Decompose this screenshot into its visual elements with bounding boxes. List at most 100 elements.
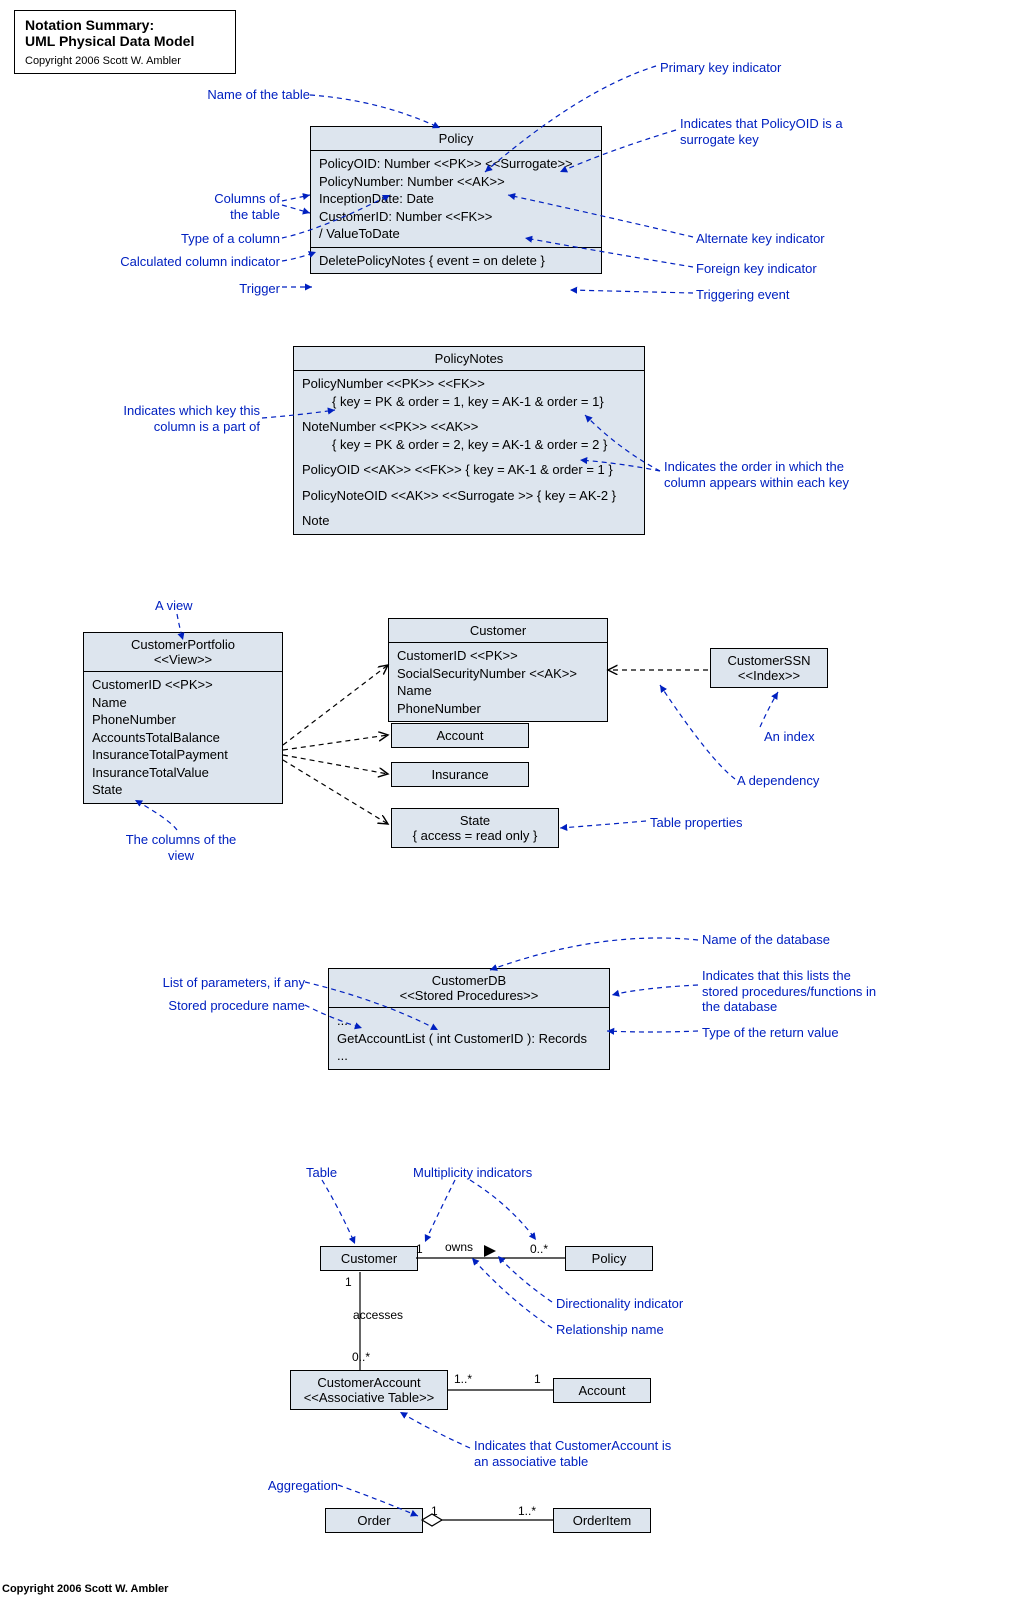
- annot-a-dependency: A dependency: [737, 773, 819, 789]
- customer-col: SocialSecurityNumber <<AK>>: [397, 665, 599, 683]
- mult-1-b: 1: [345, 1275, 352, 1289]
- annot-table-props: Table properties: [650, 815, 743, 831]
- annot-which-key: Indicates which key this column is a par…: [60, 403, 260, 434]
- annot-sp-name: Stored procedure name: [125, 998, 305, 1014]
- policynotes-row-detail: { key = PK & order = 1, key = AK-1 & ord…: [302, 393, 636, 411]
- annot-lists-sp: Indicates that this lists the stored pro…: [702, 968, 876, 1015]
- rel-order-label: Order: [357, 1513, 390, 1528]
- annot-dir-ind: Directionality indicator: [556, 1296, 683, 1312]
- account-small-box: Account: [391, 723, 529, 748]
- policynotes-row: NoteNumber <<PK>> <<AK>>: [302, 418, 636, 436]
- customerportfolio-name: CustomerPortfolio: [90, 637, 276, 652]
- policynotes-title: PolicyNotes: [294, 347, 644, 371]
- title-line2: UML Physical Data Model: [25, 33, 225, 49]
- customerssn-stereo: <<Index>>: [719, 668, 819, 683]
- customer-col: CustomerID <<PK>>: [397, 647, 599, 665]
- footer-copyright: Copyright 2006 Scott W. Ambler: [2, 1583, 168, 1595]
- cp-col: InsuranceTotalValue: [92, 764, 274, 782]
- policynotes-row: PolicyOID <<AK>> <<FK>> { key = AK-1 & o…: [302, 461, 636, 479]
- mult-0star-b: 0..*: [352, 1350, 370, 1364]
- annot-calc-col: Calculated column indicator: [100, 254, 280, 270]
- policy-trigger: DeletePolicyNotes { event = on delete }: [311, 248, 601, 274]
- annot-name-of-table: Name of the table: [120, 87, 310, 103]
- title-box: Notation Summary: UML Physical Data Mode…: [14, 10, 236, 74]
- policynotes-row: Note: [302, 512, 636, 530]
- annot-cols-of-view: The columns of the view: [116, 832, 246, 863]
- rel-customer-box: Customer: [320, 1246, 418, 1271]
- cp-col: State: [92, 781, 274, 799]
- rel-ca-name: CustomerAccount: [299, 1375, 439, 1390]
- customerssn-box: CustomerSSN <<Index>>: [710, 648, 828, 688]
- customer-col: Name: [397, 682, 599, 700]
- policynotes-row: PolicyNumber <<PK>> <<FK>>: [302, 375, 636, 393]
- policy-col: PolicyOID: Number <<PK>> <<Surrogate>>: [319, 155, 593, 173]
- annot-surrogate-l1: Indicates that PolicyOID is a surrogate …: [680, 116, 843, 147]
- insurance-small-box: Insurance: [391, 762, 529, 787]
- rel-policy-label: Policy: [592, 1251, 627, 1266]
- title-copyright: Copyright 2006 Scott W. Ambler: [25, 55, 225, 67]
- policy-col: / ValueToDate: [319, 225, 593, 243]
- state-constraint: { access = read only }: [400, 828, 550, 843]
- mult-1star-a: 1..*: [454, 1372, 472, 1386]
- mult-1-c: 1: [534, 1372, 541, 1386]
- annot-pk-ind: Primary key indicator: [660, 60, 781, 76]
- annot-list-params: List of parameters, if any: [125, 975, 305, 991]
- customer-col: PhoneNumber: [397, 700, 599, 718]
- cp-col: CustomerID <<PK>>: [92, 676, 274, 694]
- rel-orderitem-label: OrderItem: [573, 1513, 632, 1528]
- annot-ret-type: Type of the return value: [702, 1025, 839, 1041]
- customerdb-box: CustomerDB <<Stored Procedures>> ... Get…: [328, 968, 610, 1070]
- annot-an-index: An index: [764, 729, 815, 745]
- annot-ak-ind: Alternate key indicator: [696, 231, 825, 247]
- annot-mult-ind: Multiplicity indicators: [413, 1165, 532, 1181]
- customerportfolio-stereo: <<View>>: [90, 652, 276, 667]
- policynotes-row-detail: { key = PK & order = 2, key = AK-1 & ord…: [302, 436, 636, 454]
- rel-account-box: Account: [553, 1378, 651, 1403]
- customerdb-body: ... GetAccountList ( int CustomerID ): R…: [329, 1008, 609, 1069]
- rel-ca-stereo: <<Associative Table>>: [299, 1390, 439, 1405]
- state-small-box: State { access = read only }: [391, 808, 559, 848]
- annot-a-view: A view: [155, 598, 193, 614]
- insurance-label: Insurance: [431, 767, 488, 782]
- policy-col: InceptionDate: Date: [319, 190, 593, 208]
- customerssn-name: CustomerSSN: [719, 653, 819, 668]
- customerdb-title: CustomerDB <<Stored Procedures>>: [329, 969, 609, 1008]
- rel-account-label: Account: [579, 1383, 626, 1398]
- rel-policy-box: Policy: [565, 1246, 653, 1271]
- policy-col: CustomerID: Number <<FK>>: [319, 208, 593, 226]
- cp-col: AccountsTotalBalance: [92, 729, 274, 747]
- customerdb-dots: ...: [337, 1047, 601, 1065]
- annot-trig-event: Triggering event: [696, 287, 789, 303]
- annot-order-in-key: Indicates the order in which the column …: [664, 459, 849, 490]
- policy-title: Policy: [311, 127, 601, 151]
- state-label: State: [400, 813, 550, 828]
- annot-name-of-db: Name of the database: [702, 932, 830, 948]
- mult-1star-b: 1..*: [518, 1504, 536, 1518]
- mult-1-d: 1: [431, 1504, 438, 1518]
- rel-orderitem-box: OrderItem: [553, 1508, 651, 1533]
- cp-col: PhoneNumber: [92, 711, 274, 729]
- annot-columns-of: Columns of the table: [170, 191, 280, 222]
- customer-columns: CustomerID <<PK>> SocialSecurityNumber <…: [389, 643, 607, 721]
- customer-box: Customer CustomerID <<PK>> SocialSecurit…: [388, 618, 608, 722]
- customerportfolio-columns: CustomerID <<PK>> Name PhoneNumber Accou…: [84, 672, 282, 803]
- customerdb-name: CustomerDB: [335, 973, 603, 988]
- cp-col: Name: [92, 694, 274, 712]
- annot-trigger: Trigger: [200, 281, 280, 297]
- customer-title: Customer: [389, 619, 607, 643]
- title-line1: Notation Summary:: [25, 17, 225, 33]
- annot-fk-ind: Foreign key indicator: [696, 261, 817, 277]
- account-label: Account: [437, 728, 484, 743]
- rel-customeraccount-box: CustomerAccount <<Associative Table>>: [290, 1370, 448, 1410]
- policynotes-columns: PolicyNumber <<PK>> <<FK>> { key = PK & …: [294, 371, 644, 534]
- policynotes-table-box: PolicyNotes PolicyNumber <<PK>> <<FK>> {…: [293, 346, 645, 535]
- customerportfolio-title: CustomerPortfolio <<View>>: [84, 633, 282, 672]
- customerdb-proc: GetAccountList ( int CustomerID ): Recor…: [337, 1030, 601, 1048]
- annot-assoc: Indicates that CustomerAccount is an ass…: [474, 1438, 671, 1469]
- customerdb-stereo: <<Stored Procedures>>: [335, 988, 603, 1003]
- rel-owns-label: owns: [445, 1240, 473, 1254]
- policy-col: PolicyNumber: Number <<AK>>: [319, 173, 593, 191]
- rel-order-box: Order: [325, 1508, 423, 1533]
- policy-columns: PolicyOID: Number <<PK>> <<Surrogate>> P…: [311, 151, 601, 248]
- mult-0star-a: 0..*: [530, 1242, 548, 1256]
